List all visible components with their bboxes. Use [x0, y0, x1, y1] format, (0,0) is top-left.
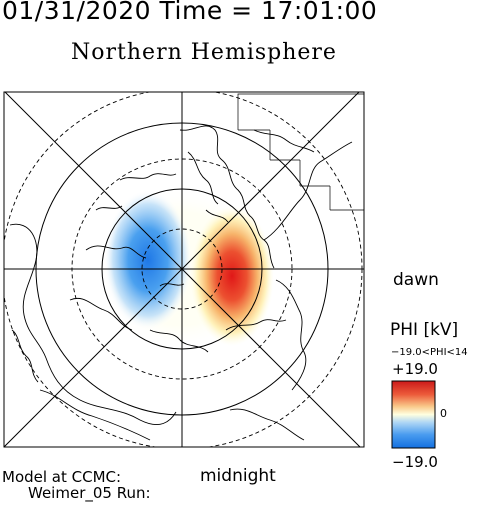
color-bar — [391, 380, 436, 449]
run-label: Weimer_05 Run: — [28, 484, 151, 502]
legend-max-label: +19.0 — [392, 360, 438, 378]
legend-title: PHI [kV] — [390, 320, 459, 340]
hemisphere-title: Northern Hemisphere — [71, 40, 337, 65]
negative-potential-cell — [104, 190, 192, 330]
legend-zero-label: 0 — [440, 407, 447, 420]
map-frame — [3, 91, 365, 448]
region-outline — [237, 93, 364, 211]
meridian-lines — [4, 92, 364, 447]
legend-range: −19.0<PHI<14 — [391, 347, 468, 358]
date-time-title: 01/31/2020 Time = 17:01:00 — [2, 0, 378, 25]
polar-map — [3, 91, 365, 448]
model-label: Model at CCMC: — [2, 468, 122, 486]
dawn-label: dawn — [393, 270, 439, 290]
legend-min-label: −19.0 — [392, 453, 438, 471]
midnight-label: midnight — [200, 466, 276, 486]
